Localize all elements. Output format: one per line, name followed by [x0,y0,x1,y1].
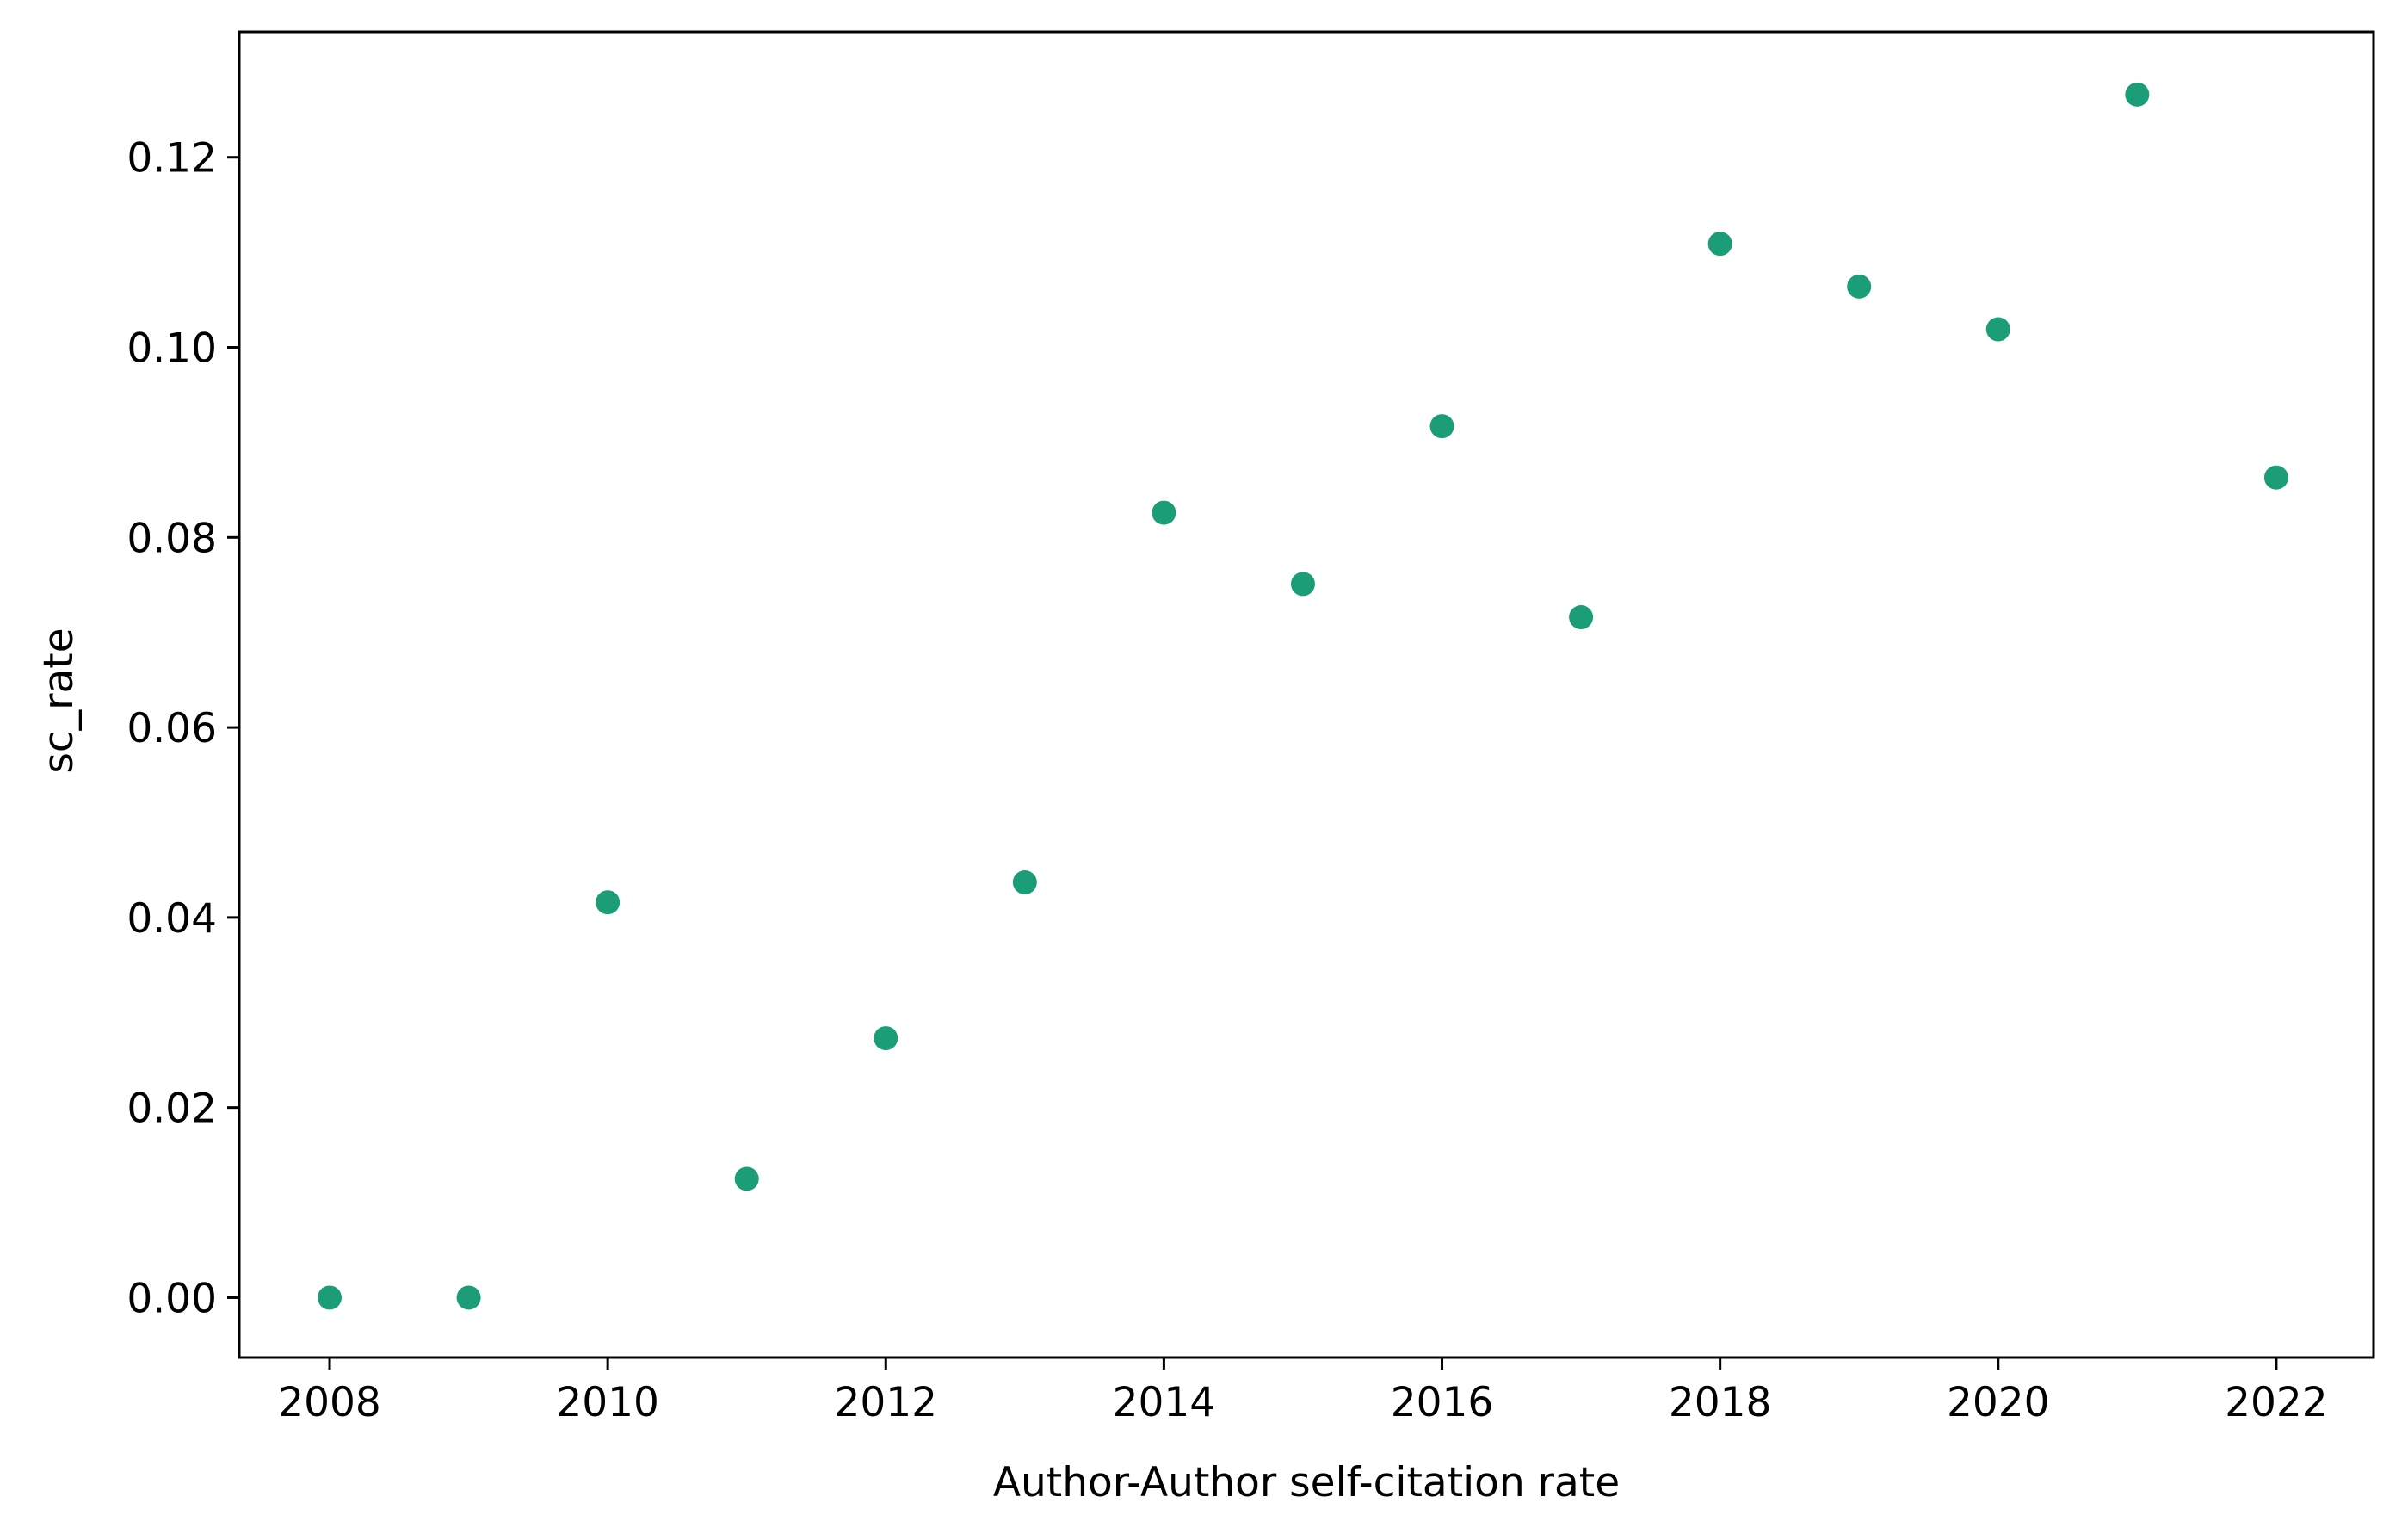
x-tick-label: 2022 [2225,1379,2328,1426]
data-point [1985,317,2010,342]
data-point [456,1285,481,1310]
data-point [1012,870,1037,895]
plot-area-frame [238,30,2375,1359]
data-point [318,1285,343,1310]
x-tick-label: 2020 [1947,1379,2050,1426]
points-layer [318,82,2288,1310]
x-tick-label: 2008 [278,1379,381,1426]
y-tick-label: 0.08 [127,515,217,562]
data-point [2263,465,2288,490]
data-point [874,1026,898,1051]
ticks-layer: 2008 2010 2012 2014 2016 2018 2020 2022 0.00 0.02… [127,135,2327,1426]
x-tick-label: 2010 [556,1379,659,1426]
data-point [1707,232,1732,257]
y-tick-label: 0.10 [127,325,217,373]
x-tick-label: 2014 [1113,1379,1216,1426]
x-tick-label: 2012 [834,1379,937,1426]
x-tick-label: 2018 [1669,1379,1772,1426]
data-point [1847,274,1872,299]
data-point [1290,572,1315,597]
data-point [734,1166,759,1191]
y-tick-label: 0.04 [127,895,217,943]
x-axis-label: Author-Author self-citation rate [993,1459,1620,1506]
y-tick-label: 0.12 [127,135,217,182]
data-point [1152,500,1176,525]
x-tick-label: 2016 [1391,1379,1494,1426]
data-point [2125,82,2150,107]
data-point [1429,414,1454,439]
data-point [596,890,621,915]
y-axis-label: sc_rate [35,628,83,773]
data-point [1569,605,1594,630]
y-tick-label: 0.00 [127,1275,217,1322]
y-tick-label: 0.06 [127,705,217,752]
y-tick-label: 0.02 [127,1085,217,1133]
